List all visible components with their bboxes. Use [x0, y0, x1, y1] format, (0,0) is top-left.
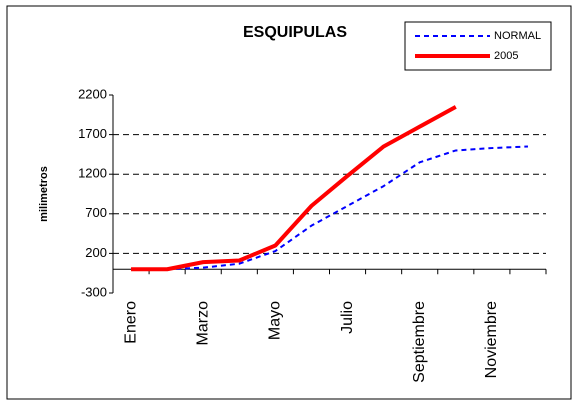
legend-label: NORMAL [494, 30, 541, 42]
y-tick-label: 200 [85, 245, 107, 260]
x-tick-label: Septiembre [411, 301, 428, 383]
y-tick-label: -300 [81, 284, 107, 299]
series-line [131, 145, 529, 271]
x-tick-label: Marzo [194, 301, 211, 346]
y-tick-label: 700 [85, 205, 107, 220]
x-tick-label: Noviembre [483, 301, 500, 378]
x-tick-label: Enero [122, 301, 139, 344]
chart-frame [6, 5, 572, 400]
legend-label: 2005 [494, 50, 518, 62]
y-tick-label: 1700 [78, 126, 107, 141]
x-tick-label: Mayo [267, 301, 284, 340]
legend [404, 21, 552, 71]
y-axis-label: milimetros [38, 166, 50, 222]
x-tick-label: Julio [339, 301, 356, 334]
y-tick-label: 1200 [78, 166, 107, 181]
series-line [131, 105, 457, 272]
y-tick-label: 2200 [78, 86, 107, 101]
chart-title: ESQUIPULAS [243, 24, 347, 41]
